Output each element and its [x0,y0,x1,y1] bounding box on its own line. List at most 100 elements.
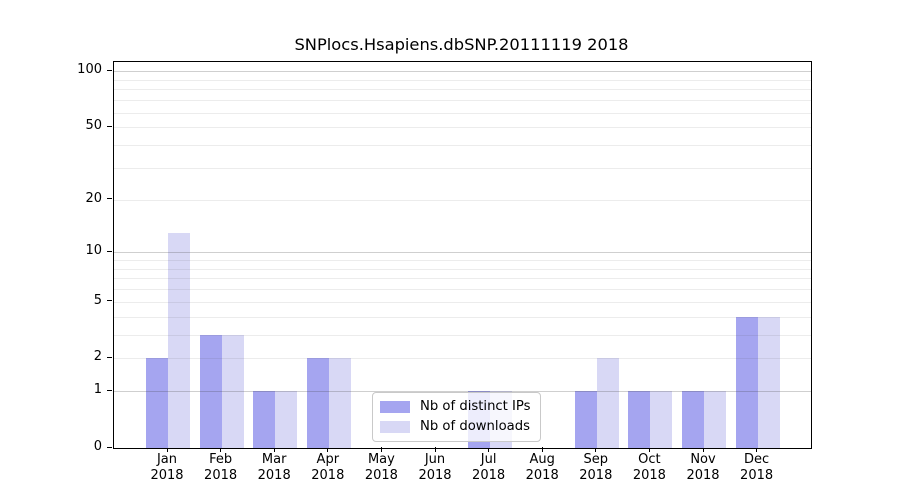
legend-label-downloads: Nb of downloads [420,419,530,434]
minor-gridline [114,268,811,270]
bar-feb-downloads [221,334,244,448]
year-label: 2018 [364,468,398,483]
month-label: Oct [638,452,661,467]
minor-gridline [114,144,811,146]
year-label: 2018 [525,468,559,483]
y-axis-tick [107,356,112,359]
legend-entry-downloads: Nb of downloads [380,419,531,434]
minor-gridline [114,79,811,81]
plot-area: Nb of distinct IPs Nb of downloads [113,61,812,449]
minor-gridline [114,289,811,291]
y-axis-tick [107,300,112,302]
bar-feb-distinct-ips [199,334,222,448]
y-tick-label: 10 [85,243,102,259]
x-tick-label-nov: Nov 2018 [675,452,731,484]
y-tick-label: 20 [85,190,102,206]
minor-gridline [114,100,811,102]
bar-nov-distinct-ips [682,391,704,448]
x-tick-label-apr: Apr 2018 [300,452,356,484]
major-gridline [114,391,811,393]
bar-nov-downloads [704,391,726,448]
x-axis-tick [488,447,490,452]
minor-gridline [114,89,811,91]
month-label: Jun [424,452,446,467]
legend-swatch-distinct-ips [380,400,410,413]
bar-jan-distinct-ips [146,358,168,448]
minor-gridline [114,127,811,129]
year-label: 2018 [740,468,774,483]
month-label: Feb [209,452,233,467]
year-label: 2018 [150,468,184,483]
month-label: Aug [529,452,555,467]
y-tick-label: 2 [93,349,102,365]
y-tick-label: 100 [77,62,102,78]
year-label: 2018 [418,468,452,483]
bar-sep-distinct-ips [574,391,597,448]
bar-oct-distinct-ips [628,391,651,448]
major-gridline [114,252,811,254]
bar-dec-distinct-ips [735,316,758,448]
minor-gridline [114,199,811,201]
x-tick-label-dec: Dec 2018 [729,452,785,484]
month-label: Sep [583,452,609,467]
y-axis-tick [107,389,112,392]
month-label: Dec [744,452,770,467]
minor-gridline [114,334,811,336]
year-label: 2018 [632,468,666,483]
x-tick-label-may: May 2018 [353,452,409,484]
x-axis-tick [756,447,758,452]
x-tick-label-jun: Jun 2018 [407,452,463,484]
legend-entry-distinct-ips: Nb of distinct IPs [380,399,531,414]
y-axis-tick [107,198,112,200]
y-tick-label: 0 [93,439,102,454]
minor-gridline [114,358,811,360]
legend-swatch-downloads [380,420,410,433]
x-tick-label-jan: Jan 2018 [139,452,195,484]
month-label: Jan [156,452,178,467]
x-axis-tick [541,447,543,452]
x-axis-tick [595,447,597,452]
minor-gridline [114,112,811,114]
bar-oct-downloads [650,391,673,448]
y-axis-tick [107,125,112,127]
x-axis-tick [702,447,704,452]
year-label: 2018 [311,468,345,483]
x-tick-label-aug: Aug 2018 [514,452,570,484]
month-label: Apr [316,452,340,467]
major-gridline [114,71,811,73]
legend: Nb of distinct IPs Nb of downloads [372,392,541,442]
year-label: 2018 [686,468,720,483]
bar-apr-downloads [328,358,351,448]
y-axis-tick [107,69,112,72]
x-axis-tick [327,447,329,452]
year-label: 2018 [579,468,613,483]
bar-apr-distinct-ips [306,358,329,448]
month-label: Jul [480,452,497,467]
y-tick-label: 5 [93,292,102,308]
x-axis-tick [273,447,275,452]
legend-label-distinct-ips: Nb of distinct IPs [420,399,531,414]
x-tick-label-feb: Feb 2018 [193,452,249,484]
bar-mar-distinct-ips [253,391,276,448]
month-label: Mar [261,452,287,467]
month-label: Nov [690,452,716,467]
x-axis-tick [434,447,436,452]
minor-gridline [114,278,811,280]
y-tick-label: 1 [93,382,102,398]
y-axis-tick [107,446,112,448]
x-tick-label-sep: Sep 2018 [568,452,624,484]
minor-gridline [114,301,811,303]
minor-gridline [114,316,811,318]
x-axis-tick [648,447,651,452]
minor-gridline [114,167,811,169]
x-tick-label-mar: Mar 2018 [246,452,302,484]
x-tick-label-jul: Jul 2018 [461,452,517,484]
x-axis-tick [220,447,222,452]
x-axis-tick [380,447,383,452]
minor-gridline [114,260,811,262]
bar-jan-downloads [168,232,190,448]
year-label: 2018 [204,468,238,483]
bar-mar-downloads [275,391,298,448]
year-label: 2018 [472,468,506,483]
